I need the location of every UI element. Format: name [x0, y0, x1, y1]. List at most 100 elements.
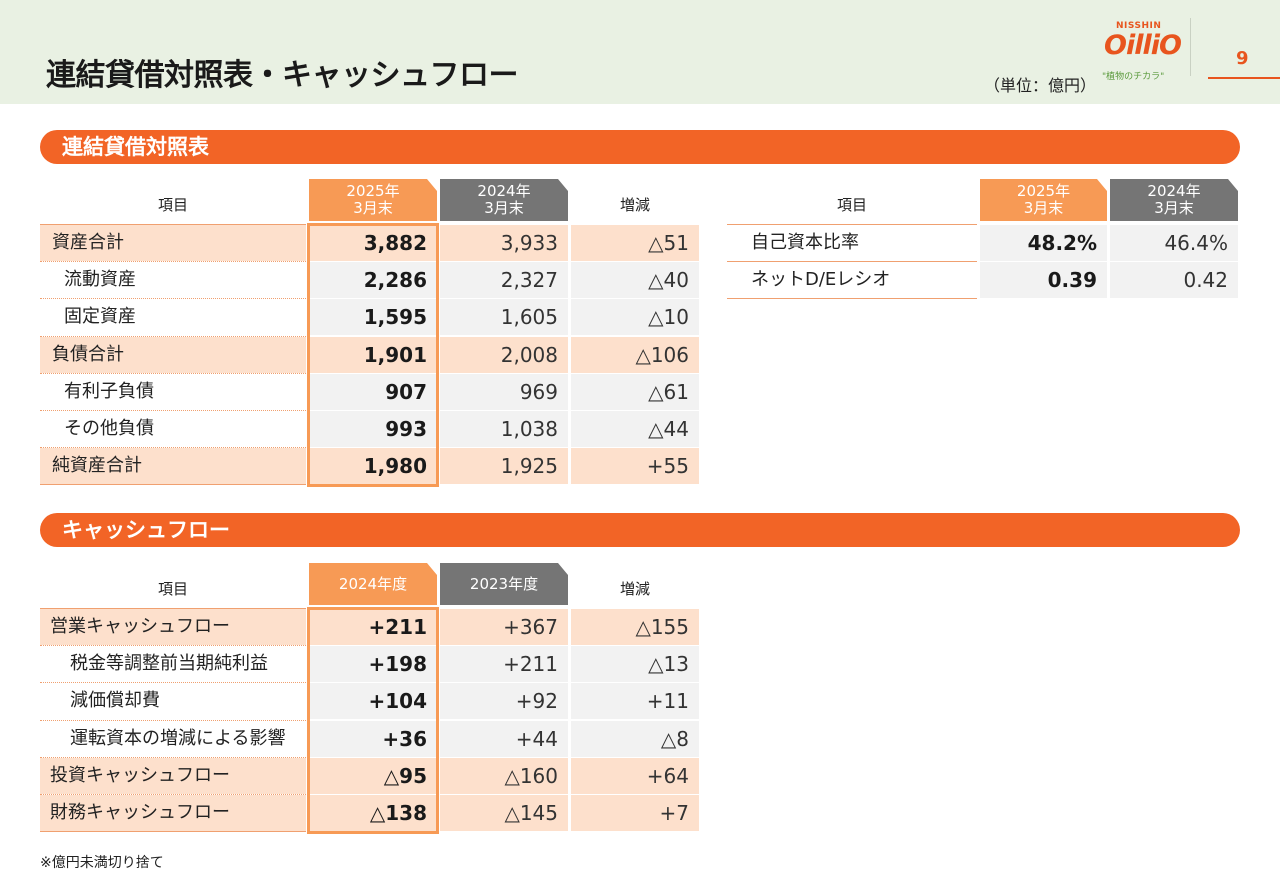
bs-col-current: 2025年 3月末 — [309, 179, 437, 221]
bs-row-change: +55 — [571, 448, 699, 484]
bs-table-bottom-line — [40, 484, 306, 485]
bs-row-previous: 1,605 — [440, 299, 568, 335]
bs-row-current: 1,980 — [309, 448, 437, 484]
page-number-underline — [1208, 77, 1280, 79]
cf-col-item: 項目 — [157, 580, 188, 598]
bs-col-change: 増減 — [619, 196, 650, 214]
cf-row-label: 運転資本の増減による影響 — [40, 721, 306, 757]
cf-row-separator — [40, 720, 306, 721]
cf-row-separator — [40, 608, 306, 609]
ratio-row-current: 48.2% — [980, 225, 1107, 261]
bs-row-label: 資産合計 — [40, 225, 306, 261]
cf-col-change: 増減 — [619, 580, 650, 598]
logo-tagline: "植物のチカラ" — [1102, 72, 1165, 82]
bs-row-separator — [40, 447, 306, 448]
cf-row-label: 営業キャッシュフロー — [40, 609, 306, 645]
bs-row-current: 3,882 — [309, 225, 437, 261]
bs-row-previous: 2,008 — [440, 337, 568, 373]
bs-row-separator — [40, 410, 306, 411]
ratio-row-previous: 0.42 — [1110, 262, 1238, 298]
cf-row-separator — [40, 682, 306, 683]
cf-row-change: △8 — [571, 721, 699, 757]
bs-row-previous: 1,925 — [440, 448, 568, 484]
section-bar-balance-sheet: 連結貸借対照表 — [40, 130, 1240, 164]
cf-row-separator — [40, 757, 306, 758]
cf-row-previous: +211 — [440, 646, 568, 682]
cf-row-change: +64 — [571, 758, 699, 794]
cf-row-label: 投資キャッシュフロー — [40, 758, 306, 794]
cf-col-previous: 2023年度 — [440, 563, 568, 605]
footnote: ※億円未満切り捨て — [40, 855, 164, 871]
bs-col-item: 項目 — [157, 196, 188, 214]
bs-row-change: △61 — [571, 374, 699, 410]
cf-row-previous: △145 — [440, 795, 568, 831]
ratio-row-current: 0.39 — [980, 262, 1107, 298]
bs-row-label: 固定資産 — [40, 299, 306, 335]
bs-row-change: △51 — [571, 225, 699, 261]
company-logo: NISSHIN OilliO "植物のチカラ" — [1100, 20, 1182, 84]
bs-row-separator — [40, 336, 306, 337]
bs-row-change: △106 — [571, 337, 699, 373]
cf-row-change: △13 — [571, 646, 699, 682]
cf-row-label: 財務キャッシュフロー — [40, 795, 306, 831]
bs-row-change: △44 — [571, 411, 699, 447]
cf-row-label: 税金等調整前当期純利益 — [40, 646, 306, 682]
bs-row-current: 993 — [309, 411, 437, 447]
section-bar-cash-flow: キャッシュフロー — [40, 513, 1240, 547]
bs-row-previous: 969 — [440, 374, 568, 410]
cf-row-previous: +44 — [440, 721, 568, 757]
logo-main-text: OilliO — [1104, 30, 1182, 61]
bs-row-separator — [40, 298, 306, 299]
cf-row-current: +211 — [309, 609, 437, 645]
cf-table-bottom-line — [40, 831, 306, 832]
bs-row-separator — [40, 261, 306, 262]
cf-row-label: 減価償却費 — [40, 683, 306, 719]
bs-row-previous: 2,327 — [440, 262, 568, 298]
bs-row-change: △10 — [571, 299, 699, 335]
cf-row-current: +198 — [309, 646, 437, 682]
ratio-row-label: ネットD/Eレシオ — [727, 262, 977, 298]
bs-row-label: 流動資産 — [40, 262, 306, 298]
bs-row-label: 有利子負債 — [40, 374, 306, 410]
ratio-row-separator — [727, 261, 977, 262]
bs-row-separator — [40, 224, 306, 225]
cf-row-previous: +367 — [440, 609, 568, 645]
bs-row-current: 1,595 — [309, 299, 437, 335]
header-band — [0, 0, 1280, 104]
cf-row-separator — [40, 645, 306, 646]
cf-row-previous: +92 — [440, 683, 568, 719]
ratio-col-previous: 2024年 3月末 — [1110, 179, 1238, 221]
ratio-row-label: 自己資本比率 — [727, 225, 977, 261]
bs-row-previous: 1,038 — [440, 411, 568, 447]
bs-row-current: 1,901 — [309, 337, 437, 373]
bs-row-separator — [40, 373, 306, 374]
ratio-col-current: 2025年 3月末 — [980, 179, 1107, 221]
cf-row-change: +11 — [571, 683, 699, 719]
ratio-row-separator — [727, 224, 977, 225]
cf-row-current: +36 — [309, 721, 437, 757]
bs-row-current: 907 — [309, 374, 437, 410]
bs-row-label: 純資産合計 — [40, 448, 306, 484]
header-divider — [1190, 18, 1191, 76]
bs-row-label: 負債合計 — [40, 337, 306, 373]
ratio-col-item: 項目 — [836, 196, 867, 214]
cf-row-current: △95 — [309, 758, 437, 794]
bs-row-change: △40 — [571, 262, 699, 298]
cf-row-current: △138 — [309, 795, 437, 831]
bs-row-label: その他負債 — [40, 411, 306, 447]
ratio-table-bottom-line — [727, 298, 977, 299]
unit-label: （単位：億円） — [984, 76, 1097, 95]
bs-row-previous: 3,933 — [440, 225, 568, 261]
cf-col-current: 2024年度 — [309, 563, 437, 605]
bs-row-current: 2,286 — [309, 262, 437, 298]
cf-row-change: +7 — [571, 795, 699, 831]
cf-row-previous: △160 — [440, 758, 568, 794]
bs-col-previous: 2024年 3月末 — [440, 179, 568, 221]
cf-row-change: △155 — [571, 609, 699, 645]
logo-top-text: NISSHIN — [1116, 21, 1162, 31]
page-number: 9 — [1236, 48, 1249, 69]
page-title: 連結貸借対照表・キャッシュフロー — [46, 58, 519, 93]
cf-row-current: +104 — [309, 683, 437, 719]
ratio-row-previous: 46.4% — [1110, 225, 1238, 261]
cf-row-separator — [40, 794, 306, 795]
